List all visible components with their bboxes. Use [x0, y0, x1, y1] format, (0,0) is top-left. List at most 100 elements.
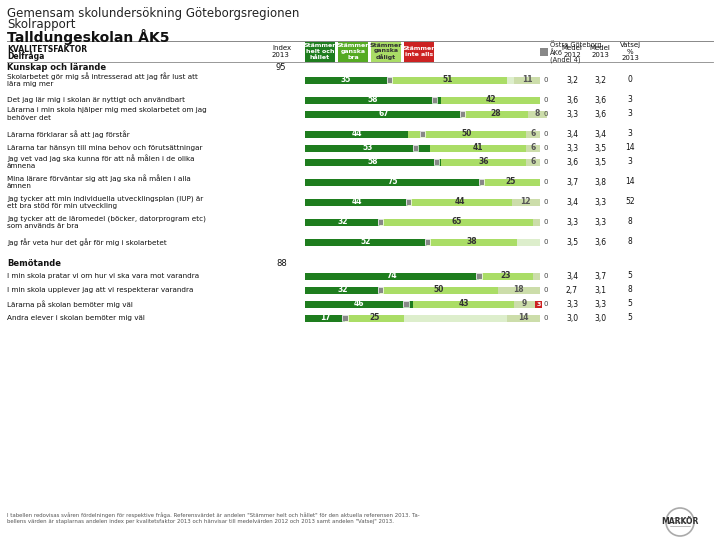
Bar	[479, 179, 484, 185]
Bar	[420, 131, 425, 137]
Bar	[305, 239, 427, 246]
Text: 3: 3	[628, 96, 632, 105]
Text: Stämmer
inte alls: Stämmer inte alls	[402, 46, 435, 57]
Bar	[476, 273, 482, 279]
Text: 38: 38	[467, 238, 477, 246]
Text: Mina lärare förväntar sig att jag ska nå målen i alla
ämnen: Mina lärare förväntar sig att jag ska nå…	[7, 174, 191, 190]
Text: Stämmer
ganska
dåligt: Stämmer ganska dåligt	[370, 43, 402, 60]
Text: 3,6: 3,6	[566, 158, 578, 166]
Bar	[305, 77, 387, 84]
Text: 0: 0	[543, 159, 547, 165]
Text: 3,3: 3,3	[566, 110, 578, 118]
Text: 44: 44	[455, 198, 465, 206]
Text: 44: 44	[351, 198, 362, 206]
Bar	[377, 287, 383, 293]
Text: 67: 67	[379, 110, 389, 118]
Bar	[387, 77, 392, 83]
Text: Jag vet vad jag ska kunna för att nå målen i de olika
ämnena: Jag vet vad jag ska kunna för att nå mål…	[7, 154, 194, 170]
Text: 58: 58	[368, 96, 379, 105]
Bar	[305, 219, 380, 226]
Bar	[406, 199, 411, 205]
Text: Vatsej
%
2013: Vatsej % 2013	[619, 42, 641, 62]
Text: 36: 36	[478, 158, 489, 166]
Text: 6: 6	[531, 158, 536, 166]
Text: 0: 0	[628, 76, 632, 84]
Text: 14: 14	[625, 178, 635, 186]
Text: 65: 65	[451, 218, 462, 226]
Bar	[380, 287, 498, 294]
Bar	[434, 159, 439, 165]
Text: 52: 52	[361, 238, 372, 246]
Text: 0: 0	[543, 239, 547, 245]
Bar	[338, 41, 368, 62]
Bar	[425, 239, 430, 245]
Text: I tabellen redovisas svåren fördelningen för respektive fråga. Referensvärdet är: I tabellen redovisas svåren fördelningen…	[7, 512, 420, 524]
Text: 0: 0	[543, 131, 547, 137]
Bar	[413, 300, 514, 307]
Text: Andra elever i skolan bemöter mig väl: Andra elever i skolan bemöter mig väl	[7, 315, 145, 321]
Text: 3,3: 3,3	[566, 144, 578, 152]
Text: Stämmer
helt och
hållet: Stämmer helt och hållet	[304, 43, 336, 60]
Text: 51: 51	[442, 76, 452, 84]
Bar	[430, 145, 526, 152]
Bar	[420, 131, 425, 137]
Text: 58: 58	[368, 158, 379, 166]
Bar	[481, 179, 540, 186]
Bar	[413, 145, 418, 151]
Bar	[514, 77, 540, 84]
Bar	[404, 41, 434, 62]
Text: 0: 0	[543, 273, 547, 279]
Text: 74: 74	[387, 272, 397, 280]
Text: 23: 23	[500, 272, 511, 280]
Text: Medel
2012: Medel 2012	[562, 45, 582, 58]
Bar	[305, 314, 345, 321]
Text: 3,5: 3,5	[594, 144, 606, 152]
Text: 3,6: 3,6	[594, 96, 606, 105]
Bar	[305, 179, 481, 186]
Text: 43: 43	[459, 300, 469, 308]
Text: Östra Göteborg
ÅK6
(Andel 4): Östra Göteborg ÅK6 (Andel 4)	[550, 40, 602, 63]
Bar	[441, 97, 540, 104]
Text: Talldungeskolan ÅK5: Talldungeskolan ÅK5	[7, 29, 169, 45]
Bar	[305, 111, 462, 118]
Text: 6: 6	[531, 144, 536, 152]
Text: 3,7: 3,7	[566, 178, 578, 186]
Text: 42: 42	[485, 96, 496, 105]
Text: 8: 8	[628, 286, 632, 294]
Text: 3: 3	[628, 110, 632, 118]
Text: KVALITETSFAKTOR: KVALITETSFAKTOR	[7, 45, 87, 54]
Text: Jag tycker att de läromedel (böcker, datorprogram etc)
som används är bra: Jag tycker att de läromedel (böcker, dat…	[7, 215, 206, 229]
Text: 3,5: 3,5	[566, 238, 578, 246]
Text: 3,6: 3,6	[594, 238, 606, 246]
Text: 3,6: 3,6	[566, 96, 578, 105]
Bar	[507, 314, 540, 321]
Text: Jag får veta hur det går för mig i skolarbetet: Jag får veta hur det går för mig i skola…	[7, 238, 167, 246]
Text: Stämmer
ganska
bra: Stämmer ganska bra	[337, 43, 369, 60]
Text: 3,4: 3,4	[566, 198, 578, 206]
Text: Lärarna i min skola hjälper mig med skolarbetet om jag
behöver det: Lärarna i min skola hjälper mig med skol…	[7, 107, 207, 120]
Text: I min skola pratar vi om hur vi ska vara mot varandra: I min skola pratar vi om hur vi ska vara…	[7, 273, 199, 279]
Text: 0: 0	[543, 301, 547, 307]
Bar	[514, 300, 535, 307]
Bar	[512, 199, 540, 206]
Bar	[528, 111, 547, 118]
Text: 3,3: 3,3	[594, 300, 606, 308]
Bar	[535, 300, 542, 307]
Bar	[498, 287, 540, 294]
Bar	[342, 315, 348, 321]
Bar	[540, 48, 548, 56]
Bar	[305, 41, 335, 62]
Text: 3: 3	[628, 158, 632, 166]
Text: 3,3: 3,3	[594, 198, 606, 206]
Bar	[507, 77, 514, 84]
Text: Bemötande: Bemötande	[7, 260, 61, 268]
Text: 11: 11	[522, 76, 532, 84]
Text: 12: 12	[521, 198, 531, 206]
Text: 2,7: 2,7	[566, 286, 578, 294]
Bar	[403, 301, 409, 307]
Text: Kunskap och lärande: Kunskap och lärande	[7, 64, 106, 72]
Text: 3,4: 3,4	[566, 272, 578, 280]
Text: 35: 35	[341, 76, 351, 84]
Bar	[431, 97, 437, 103]
Text: Det jag lär mig i skolan är nyttigt och användbart: Det jag lär mig i skolan är nyttigt och …	[7, 97, 185, 103]
